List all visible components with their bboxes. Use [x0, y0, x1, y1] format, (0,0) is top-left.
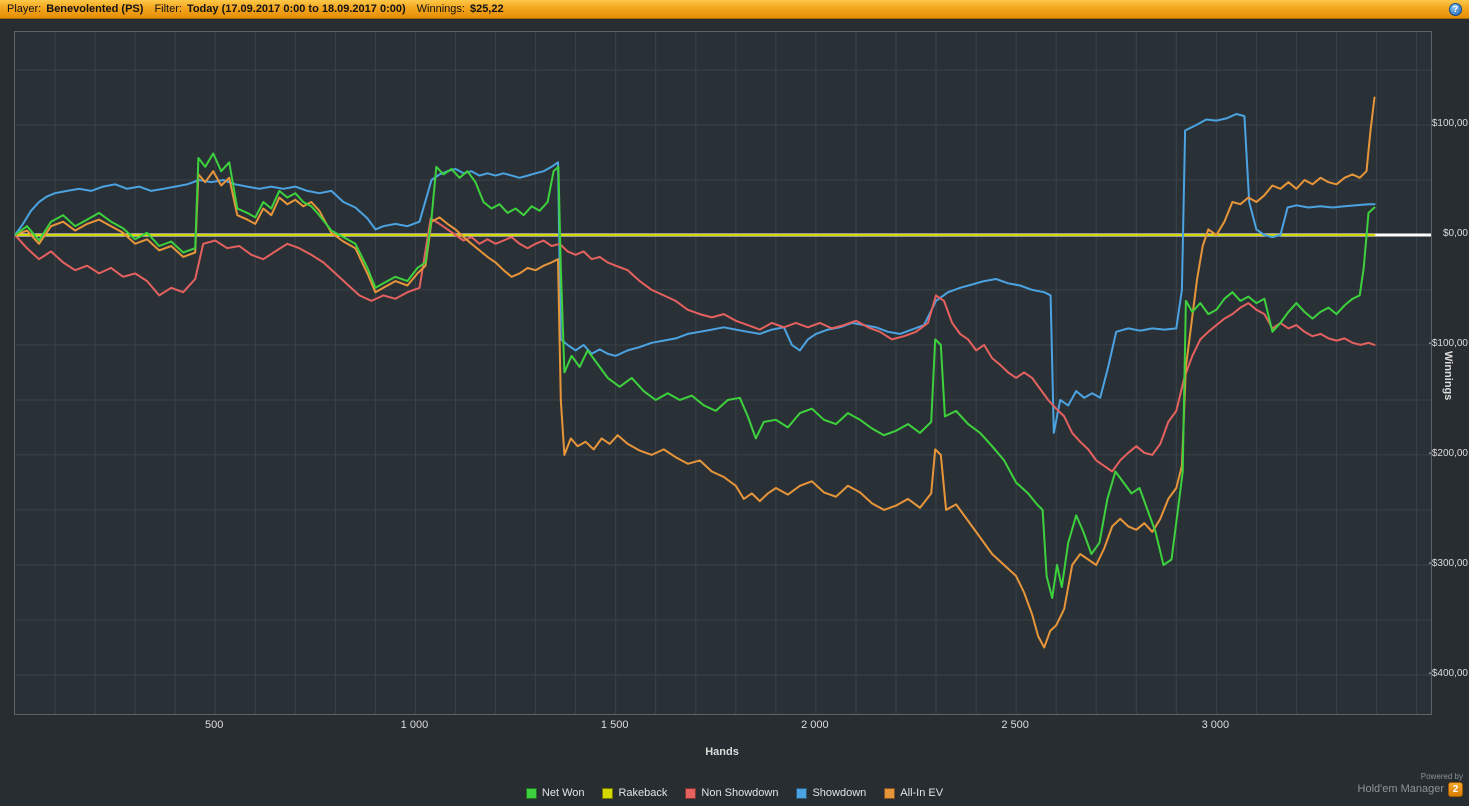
winnings-label: Winnings: — [416, 3, 465, 15]
player-label: Player: — [7, 3, 42, 15]
x-axis-title: Hands — [705, 746, 739, 758]
player-value: Benevolented (PS) — [46, 3, 144, 15]
powered-by: Powered by Hold'em Manager 2 — [1358, 772, 1463, 797]
powered-by-text: Powered by — [1420, 772, 1463, 781]
filter-value: Today (17.09.2017 0:00 to 18.09.2017 0:0… — [186, 3, 406, 15]
legend: Net Won Rakeback Non Showdown Showdown All-I… — [0, 787, 1469, 799]
x-axis-labels: 500 1 000 1 500 2 000 2 500 3 000 — [0, 719, 1469, 733]
legend-label: Showdown — [812, 787, 867, 799]
legend-swatch — [602, 787, 614, 799]
legend-item-net-won[interactable]: Net Won — [525, 787, 585, 799]
x-tick-label: 1 500 — [600, 719, 629, 731]
legend-label: Rakeback — [618, 787, 668, 799]
legend-label: Non Showdown — [701, 787, 779, 799]
filter-label: Filter: — [154, 3, 182, 15]
legend-item-showdown[interactable]: Showdown — [796, 787, 866, 799]
x-tick-label: 2 000 — [801, 719, 829, 731]
y-axis-labels: $100,00 $0,00 -$100,00 -$200,00 -$300,00 -$40… — [1428, 19, 1468, 806]
help-icon[interactable]: ? — [1449, 2, 1462, 16]
y-tick-label: -$300,00 — [1428, 557, 1468, 569]
winnings-graph: $100,00 $0,00 -$100,00 -$200,00 -$300,00 -$40… — [0, 19, 1469, 806]
y-tick-label: -$400,00 — [1428, 667, 1468, 679]
legend-swatch — [525, 787, 537, 799]
y-tick-label: $100,00 — [1431, 117, 1468, 129]
legend-item-all-in-ev[interactable]: All-In EV — [884, 787, 943, 799]
legend-label: Net Won — [541, 787, 585, 799]
y-axis-title: Winnings — [1442, 351, 1454, 401]
x-tick-label: 3 000 — [1201, 719, 1230, 731]
x-tick-label: 500 — [205, 719, 224, 731]
legend-swatch — [884, 787, 896, 799]
plot-area — [14, 31, 1432, 715]
winnings-chart — [15, 32, 1431, 714]
x-tick-label: 2 500 — [1001, 719, 1029, 731]
hm2-logo-icon: 2 — [1448, 782, 1463, 797]
legend-swatch — [796, 787, 808, 799]
x-tick-label: 1 000 — [400, 719, 429, 731]
legend-label: All-In EV — [900, 787, 944, 799]
brand-name: Hold'em Manager — [1357, 783, 1444, 795]
legend-item-non-showdown[interactable]: Non Showdown — [685, 787, 778, 799]
y-tick-label: -$200,00 — [1428, 447, 1468, 459]
y-tick-label: $0,00 — [1442, 227, 1468, 239]
filter-bar: Player: Benevolented (PS) Filter: Today … — [0, 0, 1469, 19]
legend-swatch — [685, 787, 697, 799]
y-tick-label: -$100,00 — [1428, 337, 1468, 349]
winnings-value: $25,22 — [469, 3, 504, 15]
legend-item-rakeback[interactable]: Rakeback — [602, 787, 667, 799]
